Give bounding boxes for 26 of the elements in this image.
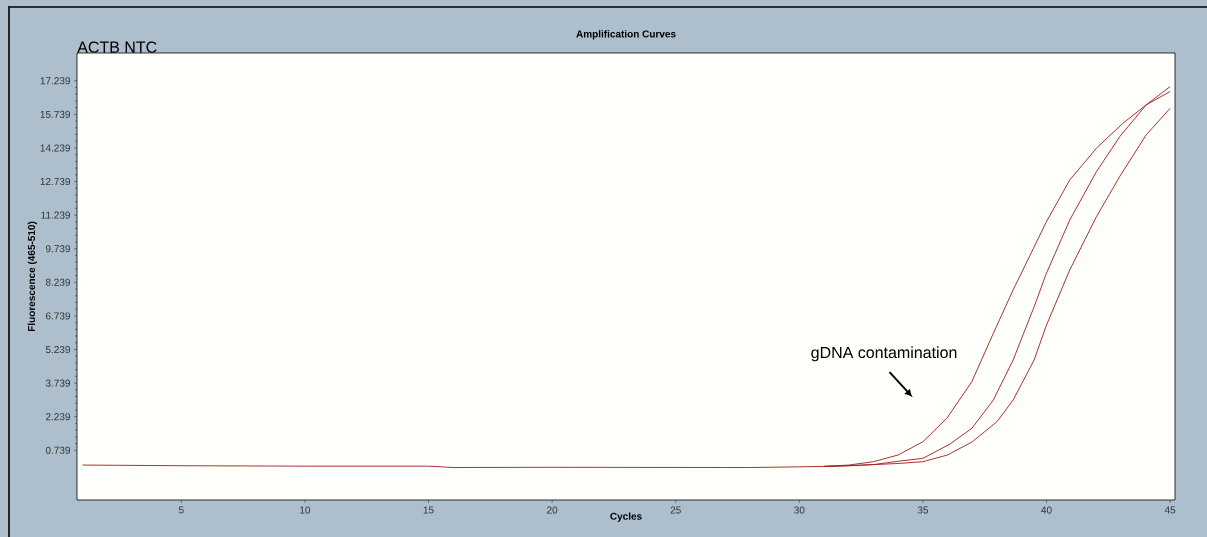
- y-tick-label: 15.739: [40, 110, 71, 118]
- y-tick-label: 8.239: [45, 278, 71, 286]
- x-tick-label: 30: [794, 506, 805, 514]
- y-tick-label: 6.739: [45, 312, 71, 320]
- y-tick-label: 9.739: [45, 245, 71, 253]
- x-tick-label: 5: [178, 506, 184, 514]
- x-tick-label: 10: [300, 506, 311, 514]
- x-tick-label: 40: [1041, 506, 1052, 514]
- y-tick-label: 17.239: [40, 77, 71, 85]
- y-tick-label: 3.739: [45, 379, 71, 387]
- chart-title: Amplification Curves: [576, 30, 676, 40]
- text: ACTB NTC: [77, 41, 157, 53]
- y-tick-label: 2.239: [45, 413, 71, 421]
- y-axis-title: Fluorescence (465-510): [27, 221, 38, 332]
- x-axis-title: Cycles: [610, 512, 642, 522]
- x-tick-label: 25: [670, 506, 681, 514]
- y-tick-label: 14.239: [40, 144, 71, 152]
- y-tick-label: 11.239: [41, 211, 71, 219]
- x-tick-label: 45: [1164, 506, 1176, 514]
- y-tick-label: 5.239: [45, 345, 71, 354]
- y-tick-label: 0.739: [45, 446, 71, 454]
- x-tick-label: 15: [423, 506, 434, 514]
- x-tick-label: 20: [547, 506, 558, 514]
- annotation: gDNA contamination: [811, 346, 957, 362]
- x-tick-label: 35: [917, 506, 929, 514]
- y-tick-label: 12.739: [40, 178, 71, 186]
